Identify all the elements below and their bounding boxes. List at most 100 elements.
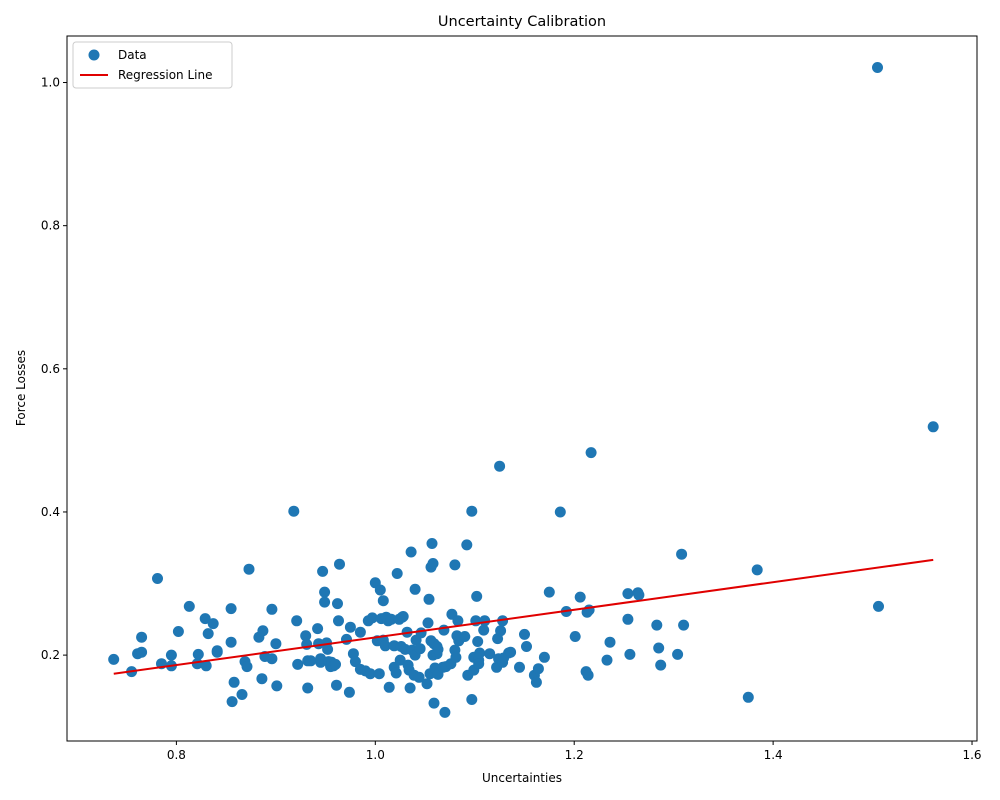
data-point bbox=[409, 583, 421, 595]
data-point bbox=[423, 593, 435, 605]
y-tick-label: 1.0 bbox=[41, 76, 60, 90]
data-point bbox=[426, 538, 438, 549]
data-point bbox=[366, 612, 378, 624]
data-point bbox=[404, 682, 416, 694]
y-tick-label: 0.6 bbox=[41, 362, 60, 376]
data-point bbox=[333, 615, 344, 627]
y-tick-label: 0.8 bbox=[41, 219, 60, 233]
data-point bbox=[466, 694, 478, 705]
data-point bbox=[334, 558, 345, 570]
data-point bbox=[319, 596, 331, 608]
data-point bbox=[192, 648, 204, 660]
data-point bbox=[211, 646, 223, 658]
data-point bbox=[415, 627, 427, 639]
data-point bbox=[228, 676, 240, 688]
data-point bbox=[538, 651, 550, 663]
data-point bbox=[379, 640, 391, 652]
data-point bbox=[377, 595, 389, 607]
data-point bbox=[438, 624, 450, 636]
data-point bbox=[653, 642, 665, 654]
data-point bbox=[432, 643, 444, 655]
data-point bbox=[256, 673, 268, 685]
data-point bbox=[422, 617, 434, 629]
y-axis-ticks: 0.2 0.4 0.6 0.8 1.0 bbox=[41, 76, 67, 662]
x-tick-label: 1.6 bbox=[962, 748, 981, 762]
data-point bbox=[225, 603, 237, 615]
x-tick-label: 1.2 bbox=[565, 748, 584, 762]
data-point bbox=[364, 668, 376, 680]
data-point bbox=[302, 682, 314, 694]
data-point bbox=[330, 658, 341, 670]
data-point bbox=[428, 697, 440, 709]
data-point bbox=[604, 636, 616, 648]
data-point bbox=[292, 658, 304, 670]
data-point bbox=[927, 421, 939, 433]
data-point bbox=[655, 659, 667, 671]
regression-line bbox=[113, 558, 934, 675]
data-point bbox=[676, 548, 688, 560]
data-point bbox=[172, 626, 184, 637]
data-point bbox=[532, 663, 544, 675]
y-tick-label: 0.2 bbox=[41, 648, 60, 662]
x-axis-label: Uncertainties bbox=[482, 771, 562, 785]
data-point bbox=[394, 654, 406, 666]
data-point bbox=[478, 624, 490, 636]
data-point bbox=[236, 689, 248, 700]
data-point bbox=[672, 648, 684, 660]
data-point bbox=[651, 619, 663, 631]
data-point bbox=[108, 653, 120, 665]
data-point bbox=[633, 589, 645, 601]
data-point bbox=[183, 600, 195, 612]
data-point bbox=[678, 619, 690, 631]
data-point bbox=[319, 586, 331, 598]
x-axis-ticks: 0.8 1.0 1.2 1.4 1.6 bbox=[167, 741, 982, 762]
data-point bbox=[332, 598, 343, 610]
data-point bbox=[266, 653, 278, 665]
data-point bbox=[471, 590, 483, 602]
x-tick-label: 1.0 bbox=[366, 748, 385, 762]
data-point bbox=[136, 631, 148, 643]
data-point bbox=[622, 613, 634, 625]
data-point bbox=[494, 460, 506, 472]
data-point bbox=[300, 630, 312, 642]
data-point bbox=[344, 621, 356, 633]
data-point bbox=[312, 623, 324, 635]
data-point bbox=[751, 564, 763, 576]
data-point bbox=[484, 648, 496, 660]
data-point bbox=[569, 631, 581, 642]
data-point bbox=[624, 648, 636, 660]
legend-marker-data bbox=[88, 49, 100, 61]
data-point bbox=[554, 506, 566, 518]
data-point bbox=[391, 568, 403, 579]
data-point bbox=[427, 558, 439, 569]
data-point bbox=[497, 615, 509, 627]
data-point bbox=[601, 654, 613, 666]
legend-label-regression: Regression Line bbox=[118, 68, 212, 82]
data-point bbox=[270, 638, 282, 650]
data-point bbox=[202, 628, 214, 640]
x-tick-label: 1.4 bbox=[764, 748, 783, 762]
data-point bbox=[349, 656, 361, 668]
data-point bbox=[473, 658, 485, 670]
data-point bbox=[461, 539, 473, 551]
data-point bbox=[317, 565, 329, 577]
data-point bbox=[495, 625, 507, 637]
data-point bbox=[383, 681, 395, 693]
data-point bbox=[521, 641, 532, 652]
legend: Data Regression Line bbox=[72, 41, 233, 89]
legend-box bbox=[72, 41, 233, 89]
data-point bbox=[341, 633, 352, 645]
plot-frame bbox=[66, 35, 978, 742]
legend-label-data: Data bbox=[118, 48, 147, 62]
data-point bbox=[343, 686, 355, 698]
x-tick-label: 0.8 bbox=[167, 748, 186, 762]
data-point bbox=[373, 668, 385, 680]
data-point bbox=[583, 604, 595, 616]
data-point bbox=[241, 661, 253, 673]
data-point bbox=[585, 447, 597, 459]
data-point bbox=[331, 679, 342, 691]
data-point bbox=[199, 613, 211, 625]
data-point bbox=[519, 628, 530, 640]
y-tick-label: 0.4 bbox=[41, 505, 60, 519]
data-point bbox=[574, 591, 586, 603]
